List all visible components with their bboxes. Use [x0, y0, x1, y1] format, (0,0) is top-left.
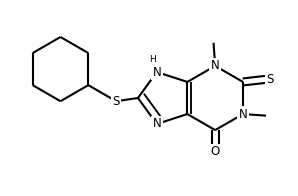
- Text: H: H: [149, 54, 156, 64]
- Text: N: N: [239, 108, 247, 121]
- Text: N: N: [153, 65, 161, 79]
- Text: O: O: [211, 145, 220, 158]
- Text: S: S: [267, 73, 274, 86]
- Text: N: N: [211, 59, 220, 72]
- Text: N: N: [153, 117, 161, 131]
- Text: S: S: [112, 95, 120, 108]
